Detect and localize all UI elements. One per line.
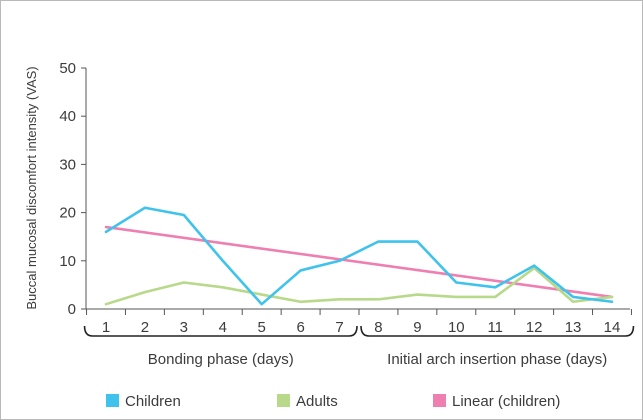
x-tick-label: 3 bbox=[180, 319, 188, 336]
x-tick-label: 9 bbox=[413, 319, 421, 336]
series-line-adults bbox=[104, 266, 614, 306]
series-lines bbox=[104, 206, 614, 306]
x-tick-label: 5 bbox=[258, 319, 266, 336]
x-tick-label: 2 bbox=[141, 319, 149, 336]
x-tick-label: 13 bbox=[565, 319, 582, 336]
legend-swatch bbox=[277, 394, 290, 407]
legend-swatch bbox=[106, 394, 119, 407]
series-line-linear-children bbox=[104, 225, 614, 299]
x-tick-label: 11 bbox=[487, 319, 503, 336]
y-tick-label: 40 bbox=[59, 108, 76, 125]
y-tick-label: 30 bbox=[59, 156, 76, 173]
x-axis: 1 2 3 4 5 6 7 8 9 10 11 12 13 14 bbox=[86, 308, 632, 336]
x-tick-label: 4 bbox=[219, 319, 227, 336]
phase-label: Bonding phase (days) bbox=[148, 351, 294, 368]
x-tick-label: 6 bbox=[296, 319, 304, 336]
phase-label: Initial arch insertion phase (days) bbox=[387, 351, 607, 368]
y-axis: 0 10 20 30 40 50 bbox=[59, 60, 87, 318]
x-tick-label: 14 bbox=[604, 319, 621, 336]
x-tick-label: 12 bbox=[526, 319, 543, 336]
x-tick-label: 8 bbox=[374, 319, 382, 336]
legend-label: Children bbox=[125, 393, 181, 410]
phase-bracket bbox=[360, 325, 635, 337]
x-tick-label: 10 bbox=[448, 319, 465, 336]
legend-label: Adults bbox=[296, 393, 338, 410]
phase-brackets: Bonding phase (days) Initial arch inserti… bbox=[83, 325, 635, 368]
legend-swatch bbox=[433, 394, 446, 407]
y-tick-label: 50 bbox=[59, 60, 76, 77]
y-tick-label: 0 bbox=[68, 301, 76, 318]
phase-bracket bbox=[83, 325, 358, 337]
y-tick-label: 20 bbox=[59, 205, 76, 222]
x-tick-label: 1 bbox=[102, 319, 110, 336]
legend: Children Adults Linear (children) bbox=[106, 393, 560, 410]
y-axis-label: Buccal mucosal discomfort intensity (VAS… bbox=[24, 66, 39, 309]
series-line-children bbox=[104, 206, 614, 306]
legend-label: Linear (children) bbox=[452, 393, 560, 410]
x-tick-label: 7 bbox=[335, 319, 343, 336]
y-tick-label: 10 bbox=[59, 253, 76, 270]
